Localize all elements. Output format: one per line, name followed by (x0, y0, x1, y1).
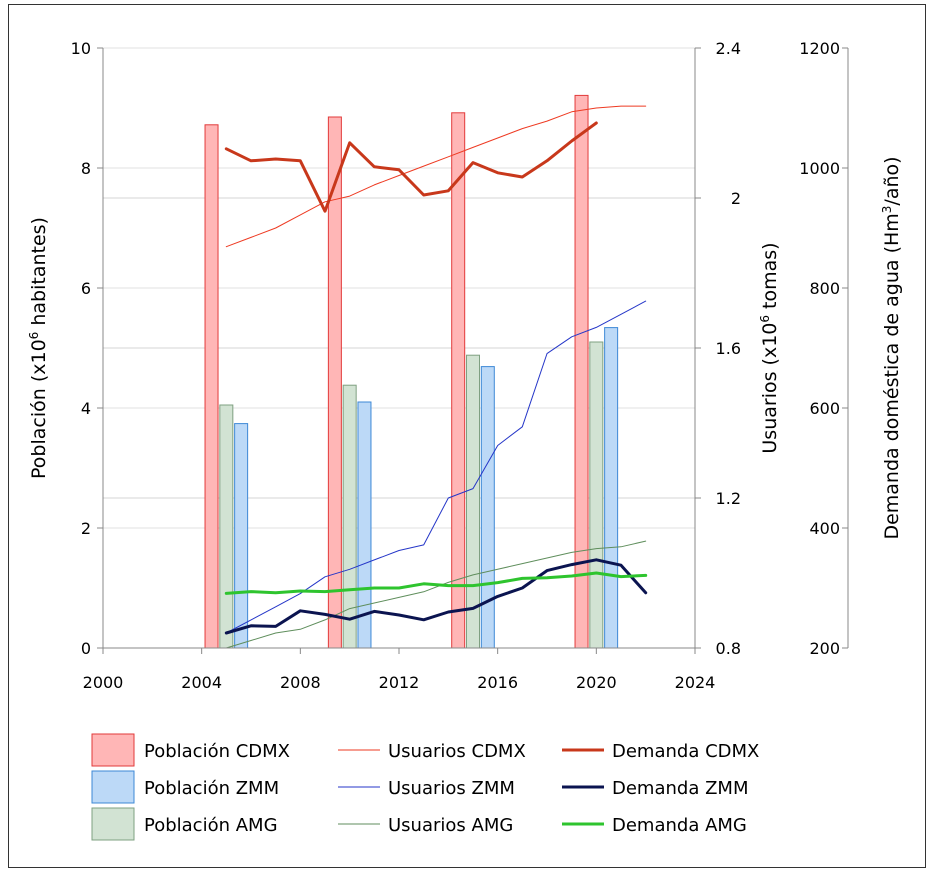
legend-label-demanda-amg: Demanda AMG (612, 815, 747, 836)
legend-item-usuarios-zmm: Usuarios ZMM (338, 778, 515, 799)
legend-swatch-poblacion-amg (91, 807, 135, 841)
figure-frame (8, 4, 926, 868)
bar-poblacion-amg-2020 (589, 341, 604, 649)
x-tick-label: 2012 (379, 673, 420, 692)
legend-item-demanda-amg: Demanda AMG (562, 815, 747, 836)
line-demanda-amg (224, 571, 648, 595)
line-usuarios-zmm (225, 300, 647, 634)
legend-label-poblacion-zmm: Población ZMM (144, 778, 279, 799)
bar-poblacion-zmm-2015 (480, 366, 495, 649)
x-tick-label: 2024 (675, 673, 716, 692)
legend-label-usuarios-zmm: Usuarios ZMM (388, 778, 515, 799)
users-tick-label: 1.2 (716, 489, 741, 508)
legend: Población CDMX Usuarios CDMX Demanda CDMX P… (91, 733, 759, 841)
x-tick-label: 2004 (181, 673, 222, 692)
line-demanda-cdmx (224, 121, 598, 213)
line-demanda-zmm (224, 558, 648, 635)
legend-item-usuarios-amg: Usuarios AMG (338, 815, 513, 836)
line-usuarios-cdmx (225, 105, 647, 248)
bar-poblacion-cdmx-2005 (204, 124, 219, 649)
demand-tick-label: 800 (809, 279, 840, 298)
bar-poblacion-zmm-2005 (234, 423, 249, 649)
legend-label-usuarios-amg: Usuarios AMG (388, 815, 513, 836)
bar-poblacion-amg-2005 (219, 404, 234, 649)
demand-tick-label: 1000 (799, 159, 840, 178)
legend-label-poblacion-cdmx: Población CDMX (144, 741, 290, 762)
line-series (224, 105, 648, 649)
population-tick-label: 10 (71, 39, 91, 58)
legend-label-poblacion-amg: Población AMG (144, 815, 278, 836)
bar-poblacion-cdmx-2015 (451, 112, 466, 649)
x-tick-label: 2008 (280, 673, 321, 692)
legend-label-demanda-cdmx: Demanda CDMX (612, 741, 759, 762)
line-usuarios-amg (225, 540, 647, 649)
users-axis-label: Usuarios (x106 tomas) (758, 242, 781, 453)
legend-label-demanda-zmm: Demanda ZMM (612, 778, 748, 799)
legend-swatch-poblacion-zmm (91, 770, 135, 804)
x-tick-label: 2016 (477, 673, 518, 692)
bar-poblacion-cdmx-2020 (574, 94, 589, 649)
users-tick-label: 2.4 (716, 39, 741, 58)
x-tick-label: 2020 (576, 673, 617, 692)
legend-item-poblacion-zmm: Población ZMM (91, 770, 279, 804)
users-tick-label: 2 (731, 189, 741, 208)
population-tick-label: 0 (81, 639, 91, 658)
legend-label-usuarios-cdmx: Usuarios CDMX (388, 741, 526, 762)
population-tick-label: 6 (81, 279, 91, 298)
legend-item-poblacion-cdmx: Población CDMX (91, 733, 290, 767)
legend-item-usuarios-cdmx: Usuarios CDMX (338, 741, 526, 762)
population-axis-label: Población (x106 habitantes) (27, 217, 50, 479)
legend-item-demanda-cdmx: Demanda CDMX (562, 741, 759, 762)
x-tick-label: 2000 (83, 673, 124, 692)
population-tick-label: 4 (81, 399, 91, 418)
demand-tick-label: 200 (809, 639, 840, 658)
bar-poblacion-zmm-2020 (604, 327, 619, 649)
demand-axis-label: Demanda doméstica de agua (Hm3/año) (880, 156, 903, 539)
users-tick-label: 0.8 (716, 639, 741, 658)
demand-tick-label: 600 (809, 399, 840, 418)
legend-item-demanda-zmm: Demanda ZMM (562, 778, 748, 799)
population-tick-label: 8 (81, 159, 91, 178)
demand-tick-label: 400 (809, 519, 840, 538)
legend-swatch-poblacion-cdmx (91, 733, 135, 767)
bar-poblacion-zmm-2010 (357, 401, 372, 649)
demand-tick-label: 1200 (799, 39, 840, 58)
axes: 2000 2004 2008 2012 2016 2020 2024 0 2 4 6 8 10 0.8 1.… (27, 39, 903, 692)
legend-item-poblacion-amg: Población AMG (91, 807, 278, 841)
population-tick-label: 2 (81, 519, 91, 538)
bar-poblacion-amg-2015 (466, 354, 480, 649)
users-tick-label: 1.6 (716, 339, 741, 358)
bar-series (204, 94, 619, 649)
